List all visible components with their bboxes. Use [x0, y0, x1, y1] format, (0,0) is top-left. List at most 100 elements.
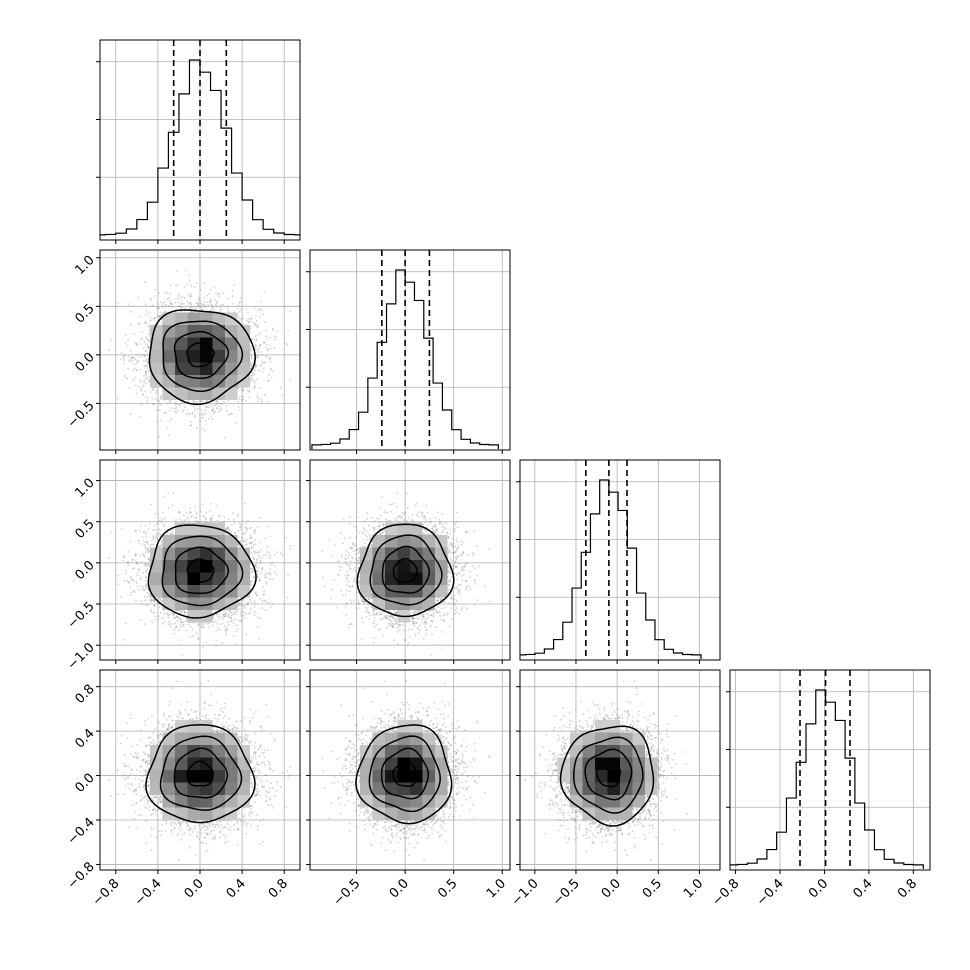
sample-point [254, 369, 257, 372]
sample-point [233, 284, 236, 286]
sample-point [156, 399, 159, 402]
sample-point [137, 296, 140, 299]
sample-point [143, 381, 145, 384]
sample-point [256, 348, 259, 351]
sample-point [136, 360, 139, 363]
sample-point [157, 292, 160, 295]
sample-point [253, 338, 256, 340]
sample-point [210, 415, 213, 418]
sample-point [143, 365, 146, 368]
sample-point [170, 407, 173, 410]
sample-point [219, 306, 222, 309]
sample-point [193, 285, 196, 288]
sample-point [163, 412, 166, 414]
sample-point [201, 417, 204, 419]
sample-point [239, 408, 241, 411]
sample-point [257, 357, 260, 359]
sample-point [259, 300, 262, 303]
sample-point [208, 406, 210, 409]
sample-point [157, 315, 160, 318]
sample-point [211, 408, 214, 411]
sample-point [169, 302, 172, 305]
sample-point [141, 337, 144, 340]
sample-point [255, 315, 257, 318]
sample-point [246, 389, 249, 392]
sample-point [189, 424, 192, 427]
sample-point [215, 400, 218, 403]
sample-point [204, 429, 207, 432]
sample-point [154, 398, 157, 401]
sample-point [129, 323, 132, 326]
sample-point [146, 354, 149, 356]
sample-point [119, 358, 122, 361]
sample-point [202, 304, 205, 307]
sample-point [158, 400, 161, 402]
sample-point [136, 343, 139, 346]
sample-point [186, 283, 189, 286]
sample-point [145, 358, 148, 361]
sample-point [144, 370, 147, 373]
sample-point [213, 298, 216, 301]
sample-point [146, 337, 149, 340]
sample-point [129, 360, 132, 363]
sample-point [225, 404, 228, 407]
sample-point [135, 342, 138, 344]
sample-point [144, 349, 147, 352]
sample-point [138, 322, 141, 325]
sample-point [204, 306, 207, 309]
sample-point [154, 316, 157, 319]
sample-point [258, 345, 261, 348]
sample-point [239, 300, 242, 303]
sample-point [109, 338, 112, 341]
sample-point [198, 296, 201, 299]
sample-point [178, 403, 181, 406]
sample-point [269, 347, 272, 350]
sample-point [158, 307, 161, 309]
sample-point [117, 302, 120, 304]
sample-point [262, 313, 264, 316]
sample-point [194, 308, 196, 311]
sample-point [254, 334, 257, 337]
sample-point [201, 400, 203, 403]
sample-point [168, 401, 171, 404]
sample-point [135, 392, 138, 395]
sample-point [189, 302, 192, 305]
sample-point [199, 420, 202, 423]
sample-point [213, 285, 216, 288]
sample-point [203, 304, 206, 307]
sample-point [188, 280, 191, 282]
sample-point [147, 346, 150, 348]
sample-point [242, 395, 245, 398]
sample-point [236, 307, 239, 310]
sample-point [246, 319, 248, 322]
sample-point [263, 394, 266, 397]
sample-point [142, 393, 145, 396]
sample-point [134, 376, 137, 379]
sample-point [189, 306, 192, 309]
sample-point [191, 306, 193, 308]
sample-point [148, 311, 151, 314]
sample-point [263, 362, 266, 364]
sample-point [229, 412, 232, 415]
sample-point [157, 307, 160, 310]
sample-point [138, 416, 141, 418]
sample-point [206, 301, 209, 304]
sample-point [135, 369, 138, 371]
sample-point [186, 300, 189, 303]
sample-point [181, 295, 184, 298]
sample-point [145, 336, 148, 339]
sample-point [147, 332, 150, 335]
sample-point [144, 281, 147, 284]
sample-point [240, 388, 243, 391]
sample-point [267, 348, 270, 351]
sample-point [287, 329, 289, 332]
sample-point [255, 324, 258, 327]
sample-point [265, 346, 268, 349]
sample-point [220, 308, 223, 311]
sample-point [206, 294, 209, 297]
sample-point [245, 308, 248, 310]
sample-point [190, 303, 193, 306]
sample-point [180, 303, 183, 305]
sample-point [268, 379, 270, 382]
